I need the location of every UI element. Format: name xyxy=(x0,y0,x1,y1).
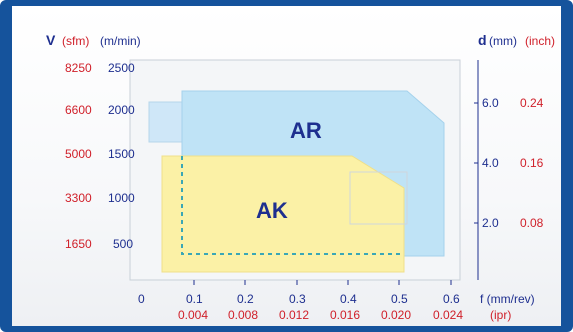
x-axis-label-mmrev: f (mm/rev) xyxy=(480,292,535,306)
y-inch-tick: 0.08 xyxy=(520,216,544,230)
d-unit-inch: (inch) xyxy=(525,34,555,48)
y-sfm-tick: 3300 xyxy=(65,191,92,205)
ar-label: AR xyxy=(290,118,322,143)
y-mm-tick: 6.0 xyxy=(482,96,499,110)
y-mmin-tick: 2500 xyxy=(108,61,135,75)
x-mmrev-tick: 0.4 xyxy=(340,292,357,306)
y-mm-tick: 4.0 xyxy=(482,156,499,170)
y-sfm-tick: 5000 xyxy=(65,147,92,161)
x-mmrev-tick: 0 xyxy=(138,292,145,306)
d-unit-mm: (mm) xyxy=(489,34,517,48)
x-mmrev-tick: 0.5 xyxy=(391,292,408,306)
y-mmin-tick: 500 xyxy=(113,237,133,251)
ak-region xyxy=(161,155,405,273)
overlap-outline xyxy=(349,171,408,225)
v-unit-sfm: (sfm) xyxy=(62,34,89,48)
y-sfm-tick: 1650 xyxy=(65,237,92,251)
x-mmrev-tick: 0.2 xyxy=(237,292,254,306)
y-inch-tick: 0.24 xyxy=(520,96,544,110)
d-symbol: d xyxy=(478,32,487,48)
y-mmin-tick: 1500 xyxy=(108,147,135,161)
x-axis-label-ipr: (ipr) xyxy=(490,308,511,322)
y-inch-tick: 0.16 xyxy=(520,156,544,170)
x-ipr-tick: 0.024 xyxy=(433,308,463,322)
x-ticks: 0 0.1 0.2 0.3 0.4 0.5 0.6 0.004 0.008 0.… xyxy=(138,280,463,322)
dashed-boundary xyxy=(181,156,404,255)
x-ipr-tick: 0.012 xyxy=(279,308,309,322)
y-mm-tick: 2.0 xyxy=(482,216,499,230)
y-sfm-tick: 8250 xyxy=(65,61,92,75)
x-mmrev-tick: 0.3 xyxy=(289,292,306,306)
chart-svg: V (sfm) (m/min) d (mm) (inch) AR AK 8250… xyxy=(46,32,555,322)
x-ipr-tick: 0.004 xyxy=(178,308,208,322)
y-left-ticks: 8250 2500 6600 2000 5000 1500 3300 1000 … xyxy=(65,61,135,251)
ak-label: AK xyxy=(256,198,288,223)
x-ipr-tick: 0.020 xyxy=(381,308,411,322)
y-mmin-tick: 2000 xyxy=(108,103,135,117)
y-right-ticks: 6.0 0.24 4.0 0.16 2.0 0.08 xyxy=(474,96,544,230)
x-mmrev-tick: 0.6 xyxy=(443,292,460,306)
x-mmrev-tick: 0.1 xyxy=(186,292,203,306)
v-symbol: V xyxy=(46,32,56,48)
y-mmin-tick: 1000 xyxy=(108,191,135,205)
x-ipr-tick: 0.016 xyxy=(330,308,360,322)
v-unit-mmin: (m/min) xyxy=(100,34,141,48)
ar-notch xyxy=(148,101,183,143)
y-sfm-tick: 6600 xyxy=(65,103,92,117)
x-ipr-tick: 0.008 xyxy=(228,308,258,322)
